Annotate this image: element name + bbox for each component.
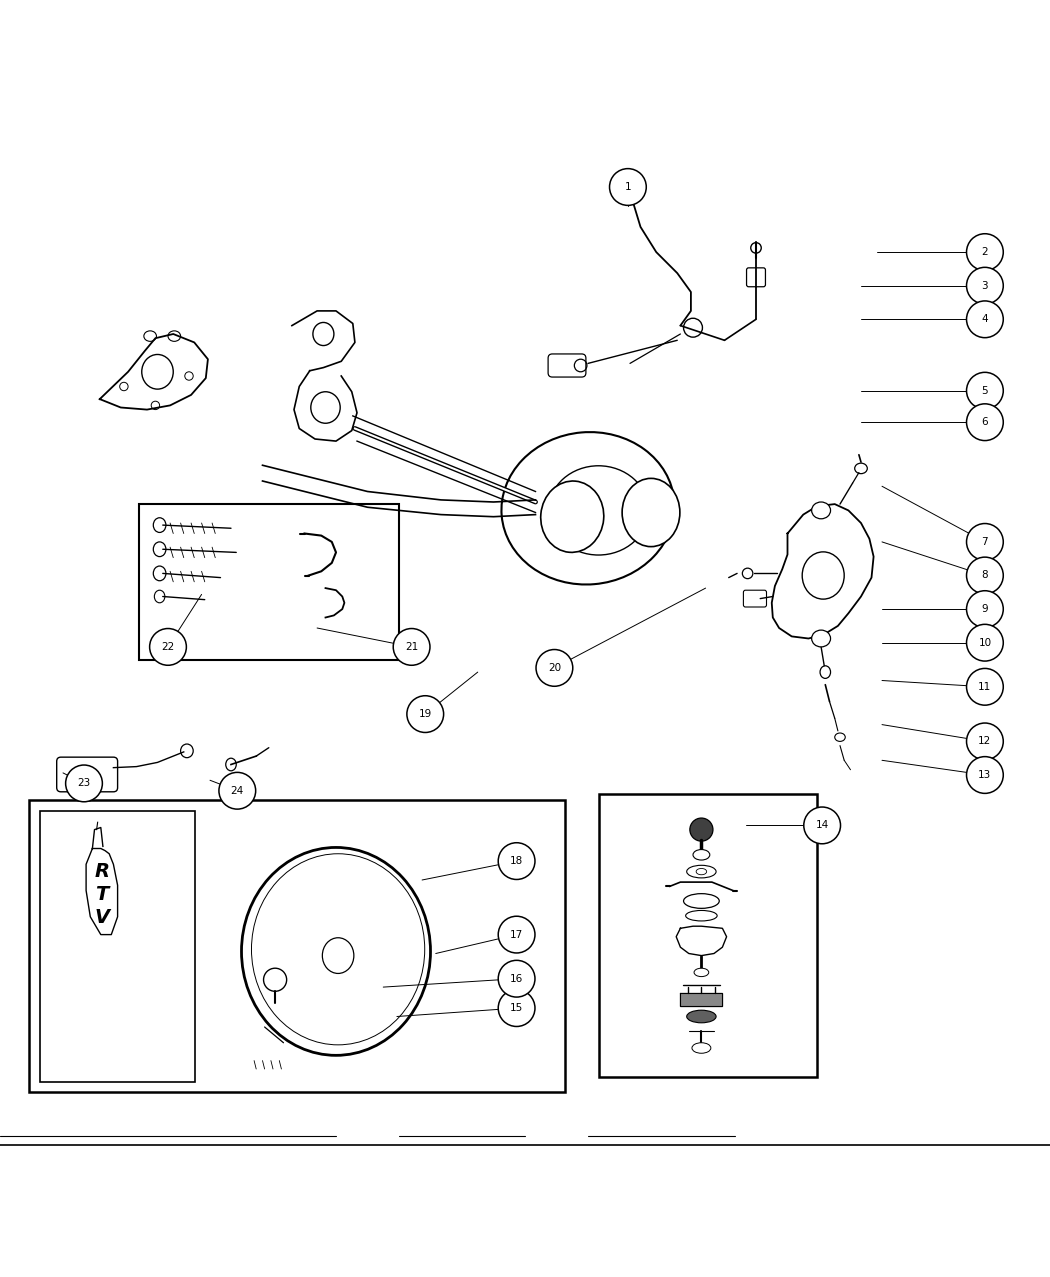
Circle shape [966, 624, 1004, 661]
FancyBboxPatch shape [244, 1042, 290, 1064]
Text: V: V [94, 908, 109, 927]
Ellipse shape [541, 481, 604, 553]
Polygon shape [680, 994, 722, 1006]
Circle shape [966, 524, 1004, 561]
Text: 2: 2 [982, 248, 988, 257]
Text: 14: 14 [816, 820, 828, 830]
Text: 17: 17 [510, 930, 523, 940]
Ellipse shape [252, 854, 424, 1045]
Ellipse shape [502, 432, 674, 585]
Polygon shape [92, 827, 103, 848]
Circle shape [966, 557, 1004, 594]
Text: 8: 8 [982, 571, 988, 581]
Text: 6: 6 [982, 418, 988, 428]
Circle shape [966, 373, 1004, 409]
Text: 22: 22 [162, 642, 174, 651]
Ellipse shape [622, 479, 680, 547]
Ellipse shape [696, 868, 707, 875]
Ellipse shape [693, 849, 710, 859]
Ellipse shape [686, 911, 717, 921]
Circle shape [393, 628, 430, 665]
Circle shape [499, 916, 536, 953]
Circle shape [966, 757, 1004, 793]
Ellipse shape [242, 848, 430, 1055]
Text: 4: 4 [982, 314, 988, 324]
Ellipse shape [322, 937, 354, 973]
Text: 5: 5 [982, 386, 988, 396]
Circle shape [966, 668, 1004, 705]
Text: 19: 19 [419, 709, 432, 719]
Text: 15: 15 [510, 1004, 523, 1013]
Text: 18: 18 [510, 856, 523, 866]
Circle shape [966, 723, 1004, 760]
Ellipse shape [802, 552, 844, 599]
Text: 16: 16 [510, 973, 523, 983]
Ellipse shape [142, 355, 173, 389]
Text: 21: 21 [405, 642, 418, 651]
Ellipse shape [687, 866, 716, 877]
Ellipse shape [548, 466, 649, 555]
FancyBboxPatch shape [261, 996, 289, 1022]
Circle shape [609, 169, 646, 206]
Text: R: R [94, 862, 109, 881]
FancyBboxPatch shape [598, 794, 817, 1078]
Ellipse shape [313, 323, 334, 346]
Text: 20: 20 [548, 663, 561, 673]
Ellipse shape [684, 894, 719, 908]
Text: 10: 10 [979, 637, 991, 647]
Polygon shape [86, 848, 118, 935]
Circle shape [219, 773, 256, 810]
Text: 3: 3 [982, 281, 988, 291]
Circle shape [966, 404, 1004, 441]
Ellipse shape [311, 392, 340, 423]
Circle shape [966, 591, 1004, 627]
FancyBboxPatch shape [57, 757, 118, 792]
Circle shape [966, 234, 1004, 271]
Polygon shape [676, 926, 727, 955]
Text: 24: 24 [231, 785, 244, 796]
Ellipse shape [694, 968, 709, 977]
Text: 12: 12 [979, 737, 991, 746]
Circle shape [966, 301, 1004, 337]
Circle shape [149, 628, 187, 665]
Circle shape [499, 960, 536, 997]
Polygon shape [772, 504, 874, 638]
Ellipse shape [687, 1010, 716, 1023]
Circle shape [499, 990, 536, 1027]
Circle shape [499, 843, 536, 880]
Text: 11: 11 [979, 682, 991, 692]
Ellipse shape [812, 630, 831, 647]
Text: 1: 1 [625, 183, 631, 192]
Ellipse shape [264, 968, 287, 991]
FancyBboxPatch shape [40, 811, 195, 1082]
FancyBboxPatch shape [29, 801, 565, 1092]
Text: 13: 13 [979, 770, 991, 780]
Ellipse shape [690, 819, 713, 842]
Text: 23: 23 [78, 779, 90, 788]
Circle shape [966, 267, 1004, 304]
FancyBboxPatch shape [139, 504, 399, 659]
Text: T: T [96, 885, 108, 904]
Text: 9: 9 [982, 604, 988, 614]
Ellipse shape [692, 1043, 711, 1054]
Circle shape [65, 765, 103, 802]
Ellipse shape [812, 502, 831, 518]
Text: 7: 7 [982, 536, 988, 547]
Circle shape [407, 696, 443, 733]
Circle shape [536, 650, 573, 686]
Circle shape [804, 807, 840, 844]
